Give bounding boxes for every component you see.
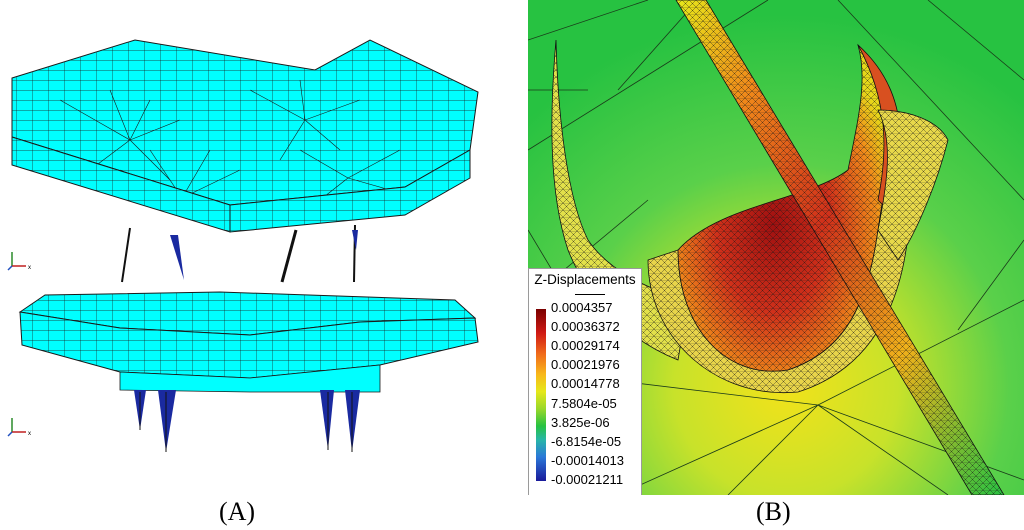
diagonal-strip	[675, 0, 1005, 495]
panel-b-displacement-field: Z-Displacements 0.0004357 0.00036372 0.000…	[528, 0, 1024, 495]
legend-title: Z-Displacements	[534, 272, 636, 287]
legend-tick-label: 0.00021976	[551, 357, 620, 373]
svg-text:x: x	[28, 431, 31, 437]
svg-text:x: x	[28, 265, 31, 271]
caption-a: (A)	[219, 497, 256, 526]
legend-tick-label: -0.00014013	[551, 452, 625, 468]
legend-tick-label: 0.00029174	[551, 338, 620, 354]
legend-tick-label: 0.00036372	[551, 319, 620, 335]
panel-a-slab-views: x x	[0, 0, 500, 495]
legend-tick-label: 3.825e-06	[551, 414, 610, 430]
legend-title-underline	[575, 294, 605, 295]
z-displacement-legend: Z-Displacements 0.0004357 0.00036372 0.000…	[528, 268, 642, 495]
bottom-slab	[18, 291, 479, 452]
legend-tick-label: 0.0004357	[551, 300, 613, 315]
top-slab-columns	[121, 224, 358, 283]
bowl-surface	[647, 43, 909, 394]
axis-triad-icon: x	[7, 252, 31, 271]
legend-tick-label: 7.5804e-05	[551, 395, 617, 411]
right-flange	[857, 44, 949, 261]
bottom-slab-columns	[134, 390, 360, 452]
top-slab	[11, 39, 479, 283]
caption-b: (B)	[756, 497, 791, 526]
legend-tick-label: -6.8154e-05	[551, 433, 622, 449]
panel-a-graphic: x x	[7, 39, 479, 452]
legend-tick-label: 0.00014778	[551, 376, 620, 392]
legend-color-bar	[536, 309, 546, 481]
axis-triad-icon: x	[7, 418, 31, 437]
legend-tick-label: -0.00021211	[551, 471, 624, 487]
